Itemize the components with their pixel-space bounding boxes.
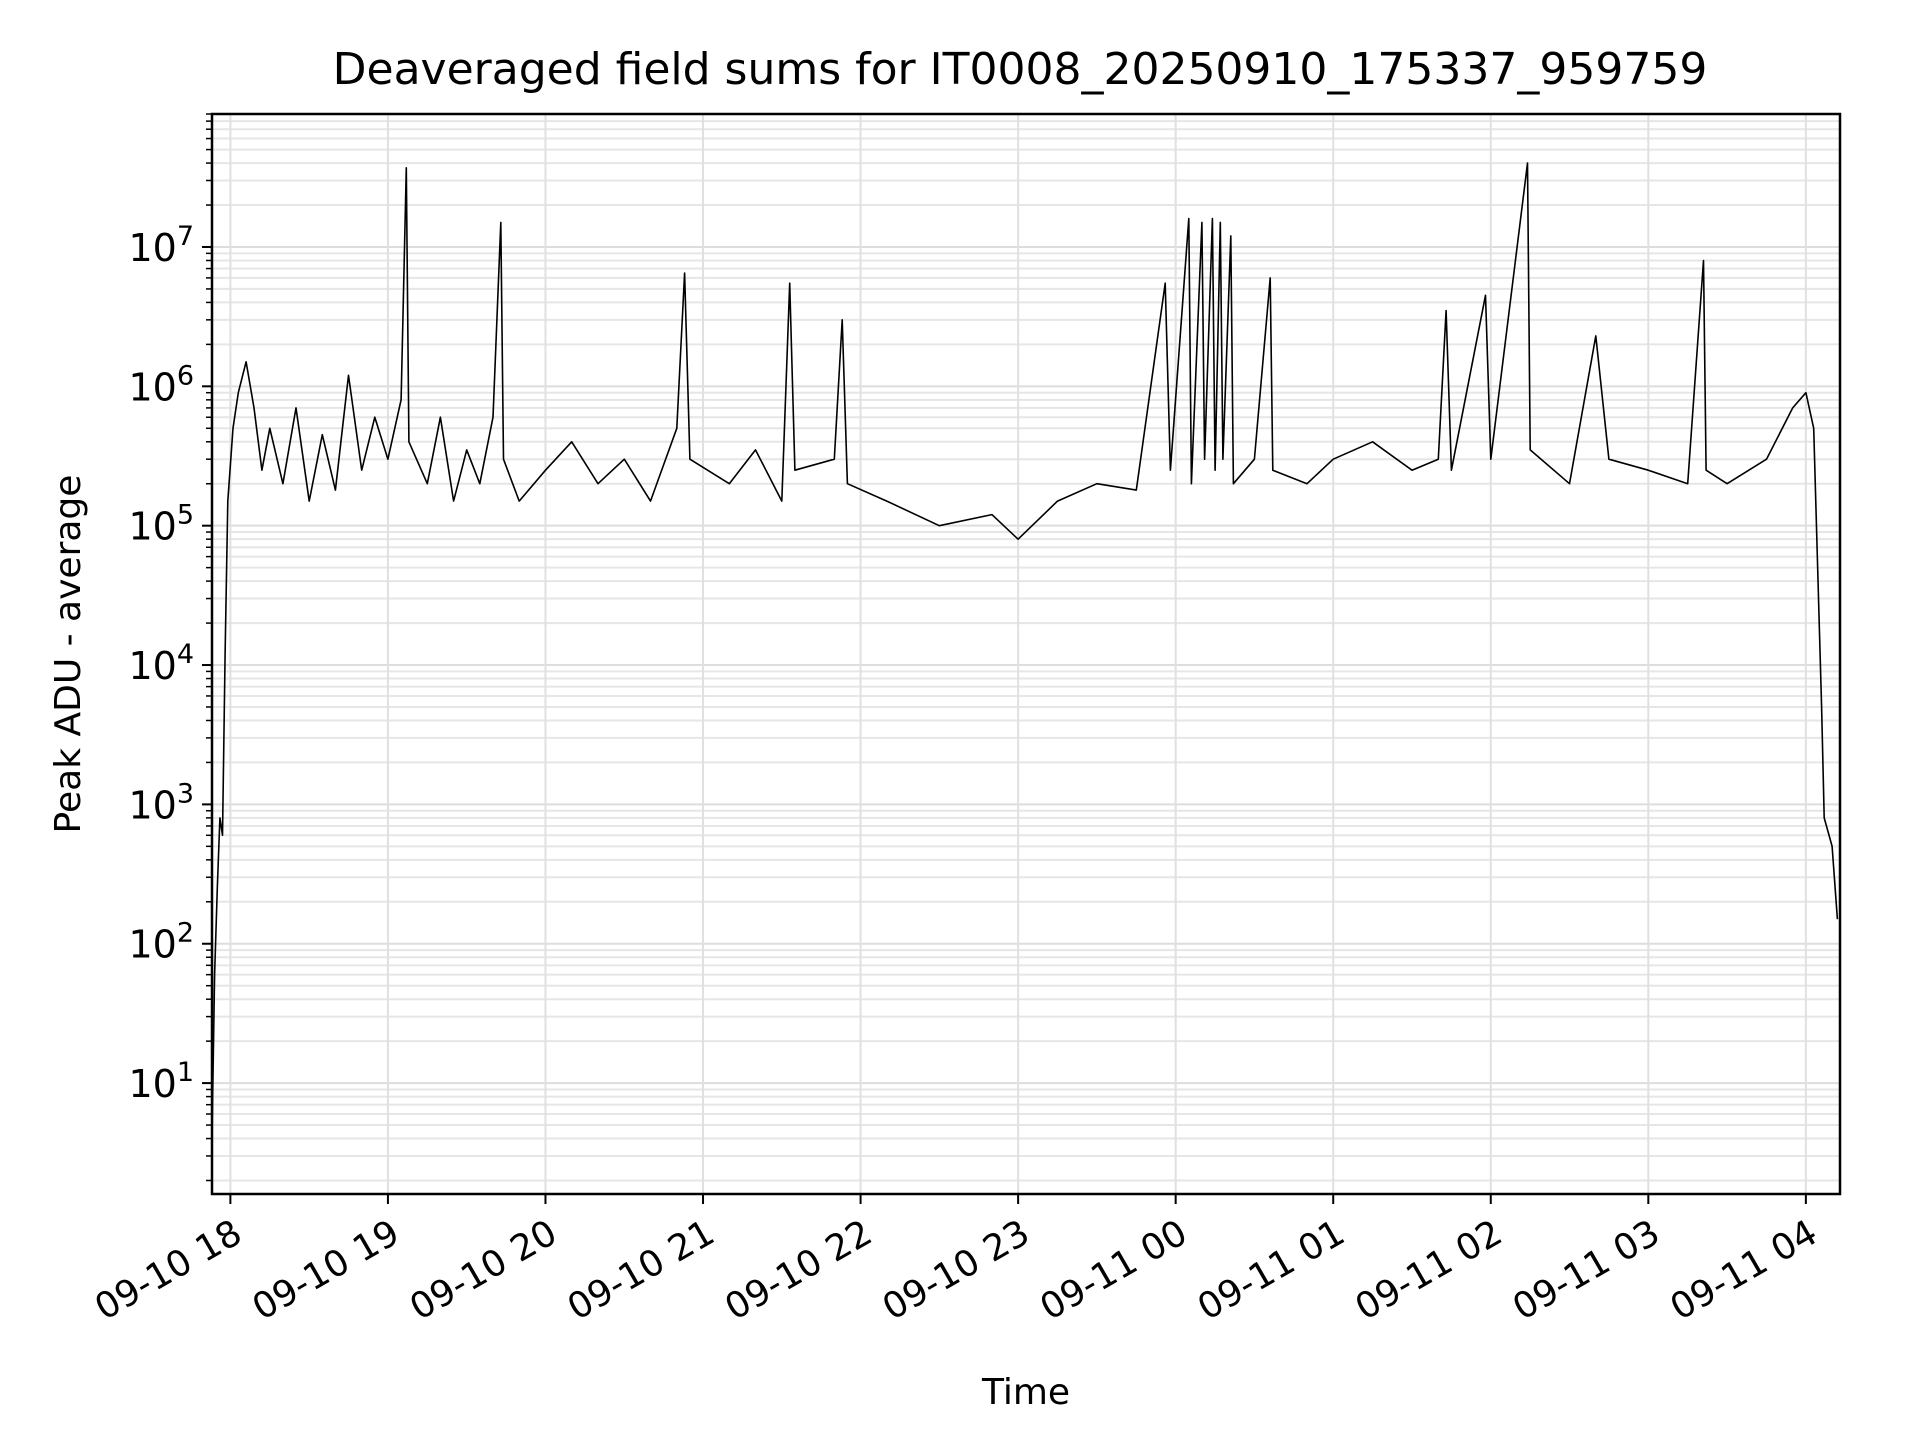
y-tick-label: 101	[128, 1057, 194, 1106]
y-tick-label: 104	[128, 639, 194, 688]
chart-title: Deaveraged field sums for IT0008_2025091…	[333, 44, 1708, 95]
data-series	[211, 162, 1839, 1139]
y-tick-label: 107	[128, 221, 194, 270]
plot-area-frame	[210, 112, 1842, 1196]
y-tick-label: 106	[128, 360, 194, 409]
grid-lines	[212, 113, 1840, 1194]
y-axis: 101 102 103 104 105 106 107	[128, 113, 212, 1182]
y-axis-label: Peak ADU - average	[48, 475, 89, 834]
y-tick-label: 103	[128, 778, 194, 827]
y-tick-label: 105	[128, 500, 194, 549]
y-tick-label: 102	[128, 918, 194, 967]
series-line	[211, 162, 1839, 1139]
x-axis-label: Time	[981, 1372, 1070, 1413]
